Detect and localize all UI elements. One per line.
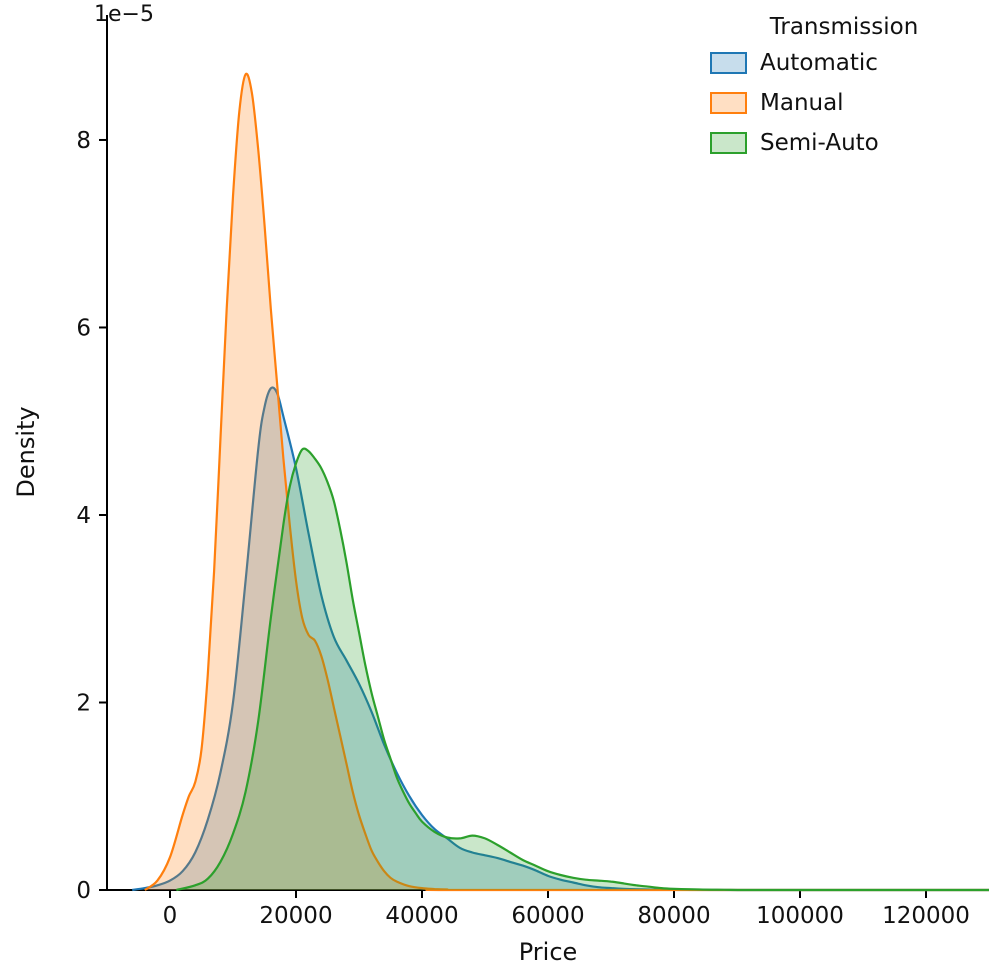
y-axis-offset-label: 1e−5 xyxy=(94,2,154,27)
x-tick-label: 120000 xyxy=(882,903,970,929)
legend: Transmission Automatic Manual Semi-Auto xyxy=(698,14,990,170)
x-tick-label: 100000 xyxy=(756,903,844,929)
kde-line-semi-auto xyxy=(176,447,989,892)
kde-area-manual xyxy=(144,73,990,890)
kde-area-semi-auto xyxy=(176,448,990,890)
y-tick-label: 6 xyxy=(76,315,91,341)
x-tick-label: 40000 xyxy=(385,903,458,929)
y-tick-label: 0 xyxy=(76,878,91,904)
legend-label-automatic: Automatic xyxy=(760,50,878,76)
x-axis-title: Price xyxy=(518,938,578,966)
legend-swatch-semi-auto xyxy=(710,132,747,154)
legend-label-manual: Manual xyxy=(760,90,844,116)
legend-item-automatic: Automatic xyxy=(698,50,990,76)
legend-swatch-manual xyxy=(710,92,747,114)
x-tick-label: 0 xyxy=(163,903,178,929)
y-tick-label: 8 xyxy=(76,128,91,154)
y-axis-title: Density xyxy=(12,406,40,498)
x-tick-label: 60000 xyxy=(511,903,584,929)
legend-item-semi-auto: Semi-Auto xyxy=(698,130,990,156)
kde-line-manual xyxy=(144,72,989,892)
legend-title: Transmission xyxy=(769,14,919,40)
y-tick-label: 4 xyxy=(76,503,91,529)
y-tick-label: 2 xyxy=(76,690,91,716)
x-tick-label: 20000 xyxy=(259,903,332,929)
legend-swatch-automatic xyxy=(710,52,747,74)
legend-label-semi-auto: Semi-Auto xyxy=(760,130,879,156)
x-tick-label: 80000 xyxy=(637,903,710,929)
legend-item-manual: Manual xyxy=(698,90,990,116)
